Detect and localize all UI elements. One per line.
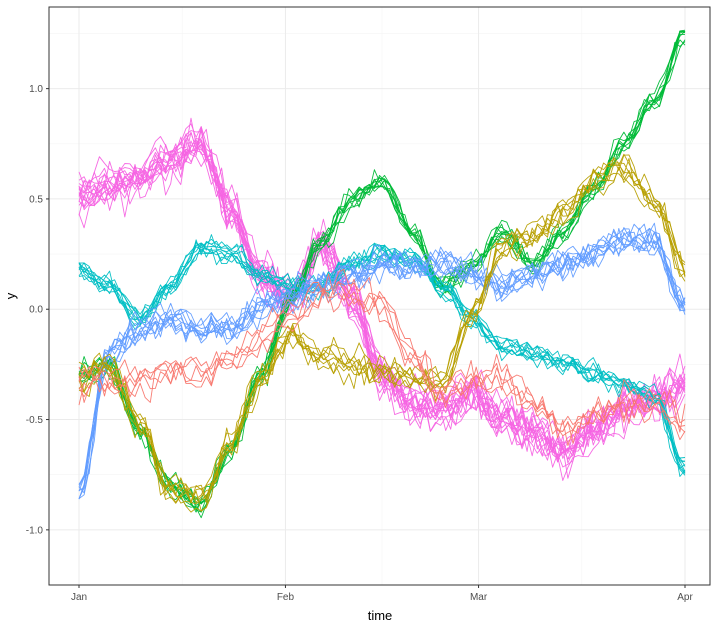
series-line	[78, 281, 686, 444]
y-tick-label: -0.5	[26, 415, 44, 426]
series-line	[78, 231, 686, 500]
series-line	[78, 227, 686, 486]
x-tick-label: Jan	[71, 592, 87, 603]
series-lines	[78, 29, 686, 519]
axis-ticks	[46, 88, 686, 588]
plot-border	[48, 6, 711, 586]
series-line	[78, 140, 686, 463]
y-tick-label: 1.0	[29, 84, 43, 95]
series-line	[78, 151, 686, 468]
series-line	[78, 162, 686, 503]
x-tick-label: Feb	[277, 592, 295, 603]
y-tick-label: 0.5	[29, 194, 43, 205]
series-line	[78, 132, 686, 460]
x-axis-title: time	[368, 608, 393, 623]
y-axis-title: y	[3, 292, 18, 299]
x-tick-label: Mar	[470, 592, 488, 603]
y-tick-labels: -1.0 -0.5 0.0 0.5 1.0	[26, 84, 44, 536]
series-line	[78, 244, 686, 474]
y-tick-label: 0.0	[29, 305, 43, 316]
series-line	[78, 231, 686, 492]
series-line	[78, 250, 686, 474]
x-tick-label: Apr	[677, 592, 693, 603]
series-line	[78, 291, 686, 447]
series-line	[78, 166, 686, 512]
y-tick-label: -1.0	[26, 525, 44, 536]
series-line	[78, 169, 686, 503]
series-line	[78, 139, 686, 452]
series-line	[78, 130, 686, 460]
x-tick-labels: Jan Feb Mar Apr	[71, 592, 694, 603]
series-line	[78, 240, 686, 462]
series-line	[78, 287, 686, 437]
